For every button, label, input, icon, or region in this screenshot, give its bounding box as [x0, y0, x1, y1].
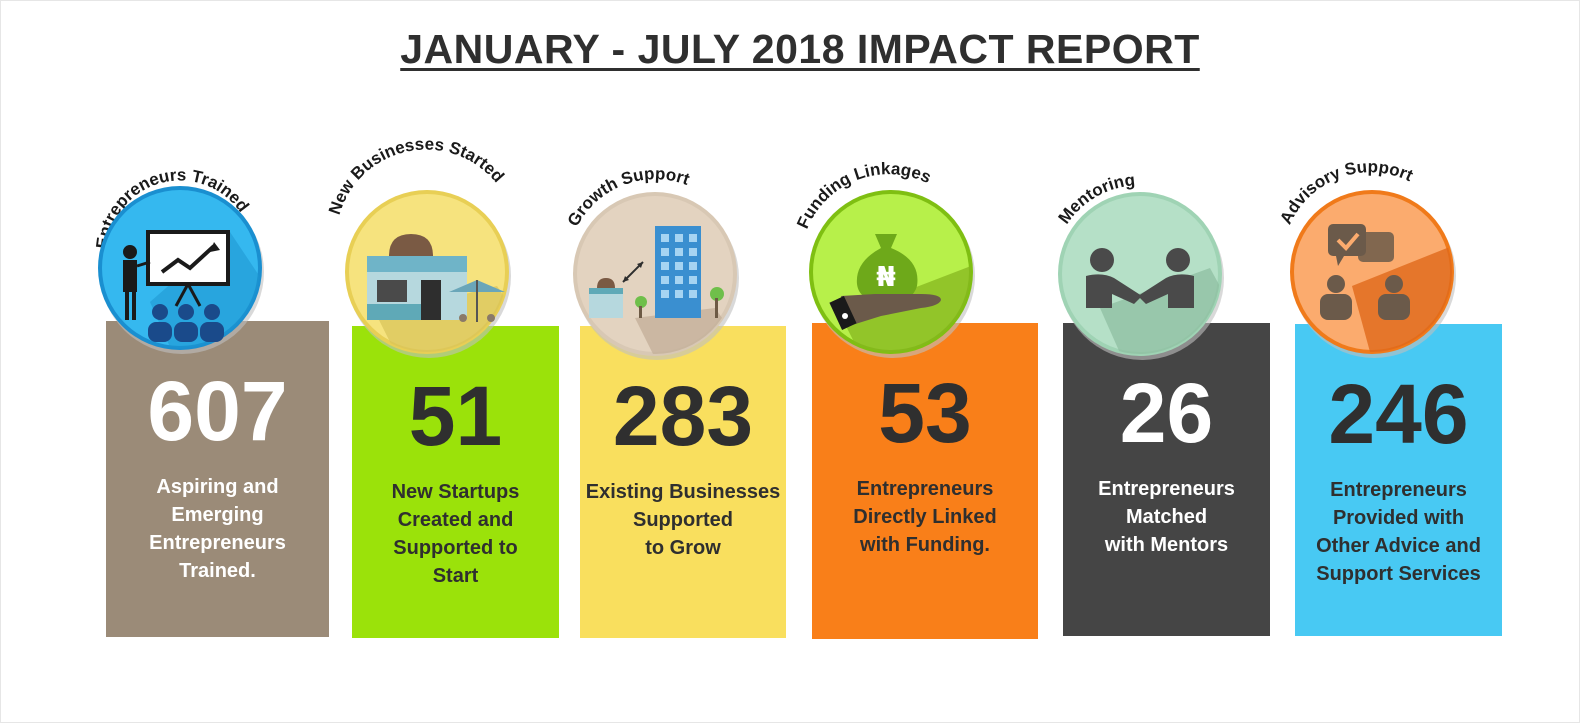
- stat-description: Existing Businesses Supported to Grow: [585, 481, 781, 559]
- shop-to-building-icon: [589, 226, 724, 318]
- stat-card-new-businesses: 51 New Startups Created and Supported to…: [352, 326, 559, 638]
- storefront-icon: [367, 234, 505, 322]
- stat-value: 283: [612, 369, 754, 463]
- stat-description: New Startups Created and Supported to St…: [391, 481, 520, 587]
- trainer-presentation-icon: [123, 230, 230, 342]
- stat-card-mentoring: 26 Entrepreneurs Matched with Mentors: [1063, 323, 1270, 636]
- badge-mentoring: Mentoring: [1050, 170, 1230, 360]
- svg-text:₦: ₦: [876, 260, 895, 293]
- stat-description: Aspiring and Emerging Entrepreneurs Trai…: [149, 476, 286, 582]
- stat-description: Entrepreneurs Directly Linked with Fundi…: [853, 478, 997, 556]
- stat-card-funding-linkages: 53 Entrepreneurs Directly Linked with Fu…: [812, 323, 1038, 639]
- handshake-icon: [1086, 248, 1194, 308]
- stat-value: 51: [408, 369, 503, 463]
- stat-card-entrepreneurs-trained: 607 Aspiring and Emerging Entrepreneurs …: [106, 321, 329, 637]
- advisory-chat-icon: [1320, 224, 1410, 320]
- stat-card-growth-support: 283 Existing Businesses Supported to Gro…: [580, 326, 786, 638]
- stat-description: Entrepreneurs Matched with Mentors: [1098, 478, 1235, 556]
- stat-value: 53: [878, 366, 972, 460]
- report-title: JANUARY - JULY 2018 IMPACT REPORT: [400, 26, 1200, 72]
- stat-value: 607: [147, 364, 288, 458]
- badge-growth-support: Growth Support: [564, 164, 745, 360]
- stat-description: Entrepreneurs Provided with Other Advice…: [1316, 479, 1481, 585]
- stat-card-advisory-support: 246 Entrepreneurs Provided with Other Ad…: [1295, 324, 1502, 636]
- stat-value: 246: [1328, 367, 1469, 461]
- naira-money-bag-icon: ₦: [829, 234, 941, 330]
- badge-funding-linkages: Funding Linkages ₦: [793, 159, 981, 358]
- badge-advisory-support: Advisory Support: [1276, 157, 1462, 358]
- badge-new-businesses-started: New Businesses Started: [325, 134, 517, 358]
- stat-value: 26: [1119, 366, 1214, 460]
- badge-entrepreneurs-trained: Entrepreneurs Trained: [90, 165, 270, 354]
